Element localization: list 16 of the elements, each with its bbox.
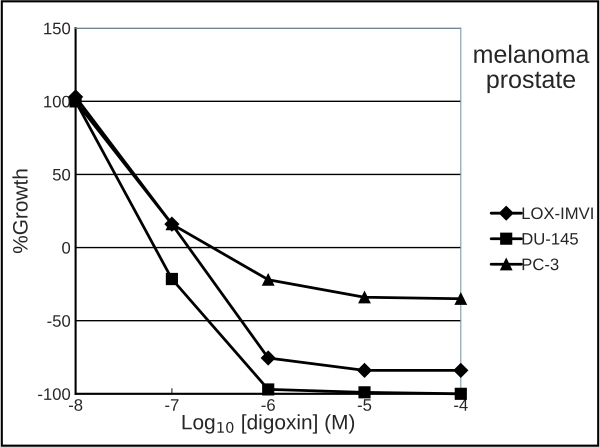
- text: melanoma prostate: [474, 44, 590, 94]
- y-tick-label: 50: [52, 168, 70, 181]
- x-tick-label: -4: [454, 399, 468, 411]
- y-axis-title: %Growth: [12, 170, 28, 254]
- x-axis-title: Log$_{10}$ [digoxin] (M): [182, 414, 354, 434]
- x-tick-label: -8: [68, 399, 82, 411]
- y-tick-label: 150: [44, 22, 70, 34]
- y-tick-label: 0: [62, 242, 70, 254]
- legend-label: DU-145: [522, 233, 578, 245]
- y-tick-label: -100: [38, 388, 70, 400]
- legend-label: LOX-IMVI: [522, 207, 593, 220]
- x-tick-label: -6: [262, 399, 275, 411]
- legend-label: PC-3: [522, 258, 558, 270]
- x-tick-label: -5: [358, 399, 372, 411]
- x-tick-label: -7: [165, 399, 178, 411]
- y-tick-label: -50: [47, 315, 70, 327]
